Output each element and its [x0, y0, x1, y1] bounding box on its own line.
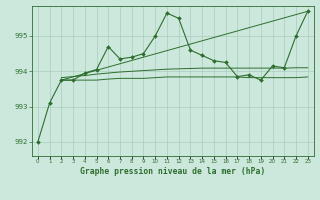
X-axis label: Graphe pression niveau de la mer (hPa): Graphe pression niveau de la mer (hPa) [80, 167, 265, 176]
